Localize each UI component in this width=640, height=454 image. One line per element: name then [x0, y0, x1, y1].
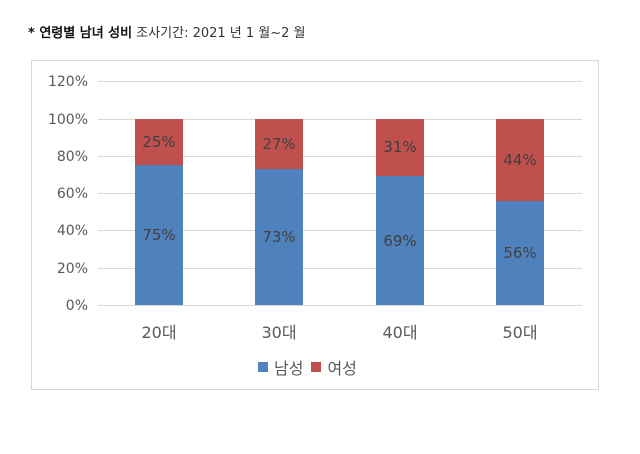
y-tick-100: 100% [47, 111, 88, 128]
gridline-100 [98, 118, 582, 120]
heading-bold: * 연령별 남녀 성비 [28, 26, 133, 41]
legend-swatch-male-icon [258, 362, 268, 372]
y-tick-120: 120% [47, 74, 88, 91]
data-label: 73% [262, 227, 296, 246]
data-label: 25% [142, 132, 176, 151]
y-tick-60: 60% [56, 186, 88, 203]
bar-segment-female: 44% [496, 118, 544, 201]
legend-swatch-female-icon [311, 362, 322, 372]
bar-segment-male: 75% [135, 165, 183, 305]
legend: 남성 여성 [258, 355, 365, 379]
bar-30s: 27% 73% [255, 118, 303, 306]
gridline-40 [98, 230, 582, 232]
gridline-0 [98, 305, 582, 306]
bar-segment-male: 56% [496, 200, 544, 305]
gridline-120 [98, 81, 582, 83]
gridline-60 [98, 193, 582, 195]
legend-item-male: 남성 [258, 355, 303, 379]
heading-period: 조사기간: 2021 년 1 월~2 월 [132, 26, 306, 41]
gridline-20 [98, 267, 582, 269]
bar-20s: 25% 75% [135, 118, 183, 306]
chart-frame: 0% 20% 40% 60% 80% 100% 120% 25% 75% 27%… [31, 60, 599, 390]
bar-segment-female: 31% [376, 118, 424, 177]
y-tick-40: 40% [56, 223, 88, 240]
y-tick-20: 20% [56, 260, 88, 277]
gridline-80 [98, 155, 582, 157]
bar-segment-male: 73% [255, 168, 303, 305]
data-label: 31% [383, 138, 417, 157]
data-label: 44% [503, 150, 537, 169]
bar-50s: 44% 56% [496, 118, 544, 306]
x-tick-50s: 50대 [502, 323, 538, 342]
x-tick-20s: 20대 [141, 323, 177, 342]
y-tick-0: 0% [65, 298, 88, 314]
bar-40s: 31% 69% [376, 118, 424, 306]
bar-segment-female: 27% [255, 118, 303, 169]
bar-segment-male: 69% [376, 176, 424, 305]
data-label: 56% [503, 243, 537, 262]
bar-segment-female: 25% [135, 118, 183, 166]
legend-item-female: 여성 [311, 355, 357, 379]
data-label: 27% [262, 134, 296, 153]
x-tick-40s: 40대 [382, 323, 418, 342]
legend-label-male: 남성 [274, 359, 304, 378]
y-tick-80: 80% [56, 148, 88, 165]
x-tick-30s: 30대 [261, 323, 297, 342]
data-label: 69% [383, 231, 417, 250]
data-label: 75% [142, 226, 176, 245]
legend-label-female: 여성 [327, 359, 357, 378]
chart-heading: * 연령별 남녀 성비 조사기간: 2021 년 1 월~2 월 [28, 22, 306, 41]
